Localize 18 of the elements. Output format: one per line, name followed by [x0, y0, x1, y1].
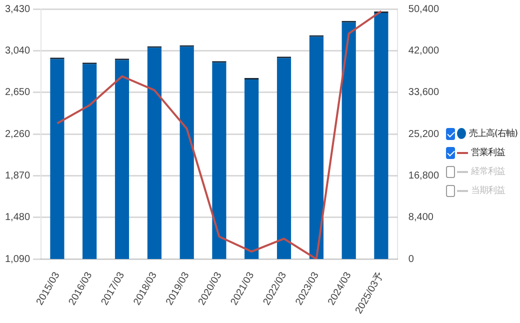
- legend-label: 営業利益: [471, 146, 505, 159]
- y-tick-label: 3,040: [4, 45, 30, 56]
- y2-tick-label: 42,000: [408, 45, 440, 56]
- y2-tick-label: 50,400: [408, 4, 440, 15]
- legend-label: 経常利益: [471, 166, 505, 178]
- y2-tick-label: 8,400: [408, 212, 434, 224]
- legend-label: 売上高(右軸): [469, 128, 518, 140]
- y-tick-label: 2,650: [4, 87, 30, 98]
- y-tick-label: 1,480: [4, 212, 30, 224]
- y-tick-label: 1,870: [4, 170, 30, 182]
- y2-tick-label: 25,200: [408, 128, 440, 140]
- y2-tick-label: 33,600: [408, 87, 440, 98]
- y2-tick-label: 0: [408, 254, 414, 265]
- y-tick-label: 1,090: [4, 254, 30, 265]
- legend-label: 当期利益: [471, 184, 505, 197]
- y-tick-label: 2,260: [4, 128, 30, 140]
- y2-tick-label: 16,800: [408, 170, 440, 182]
- y-tick-label: 3,430: [4, 4, 30, 15]
